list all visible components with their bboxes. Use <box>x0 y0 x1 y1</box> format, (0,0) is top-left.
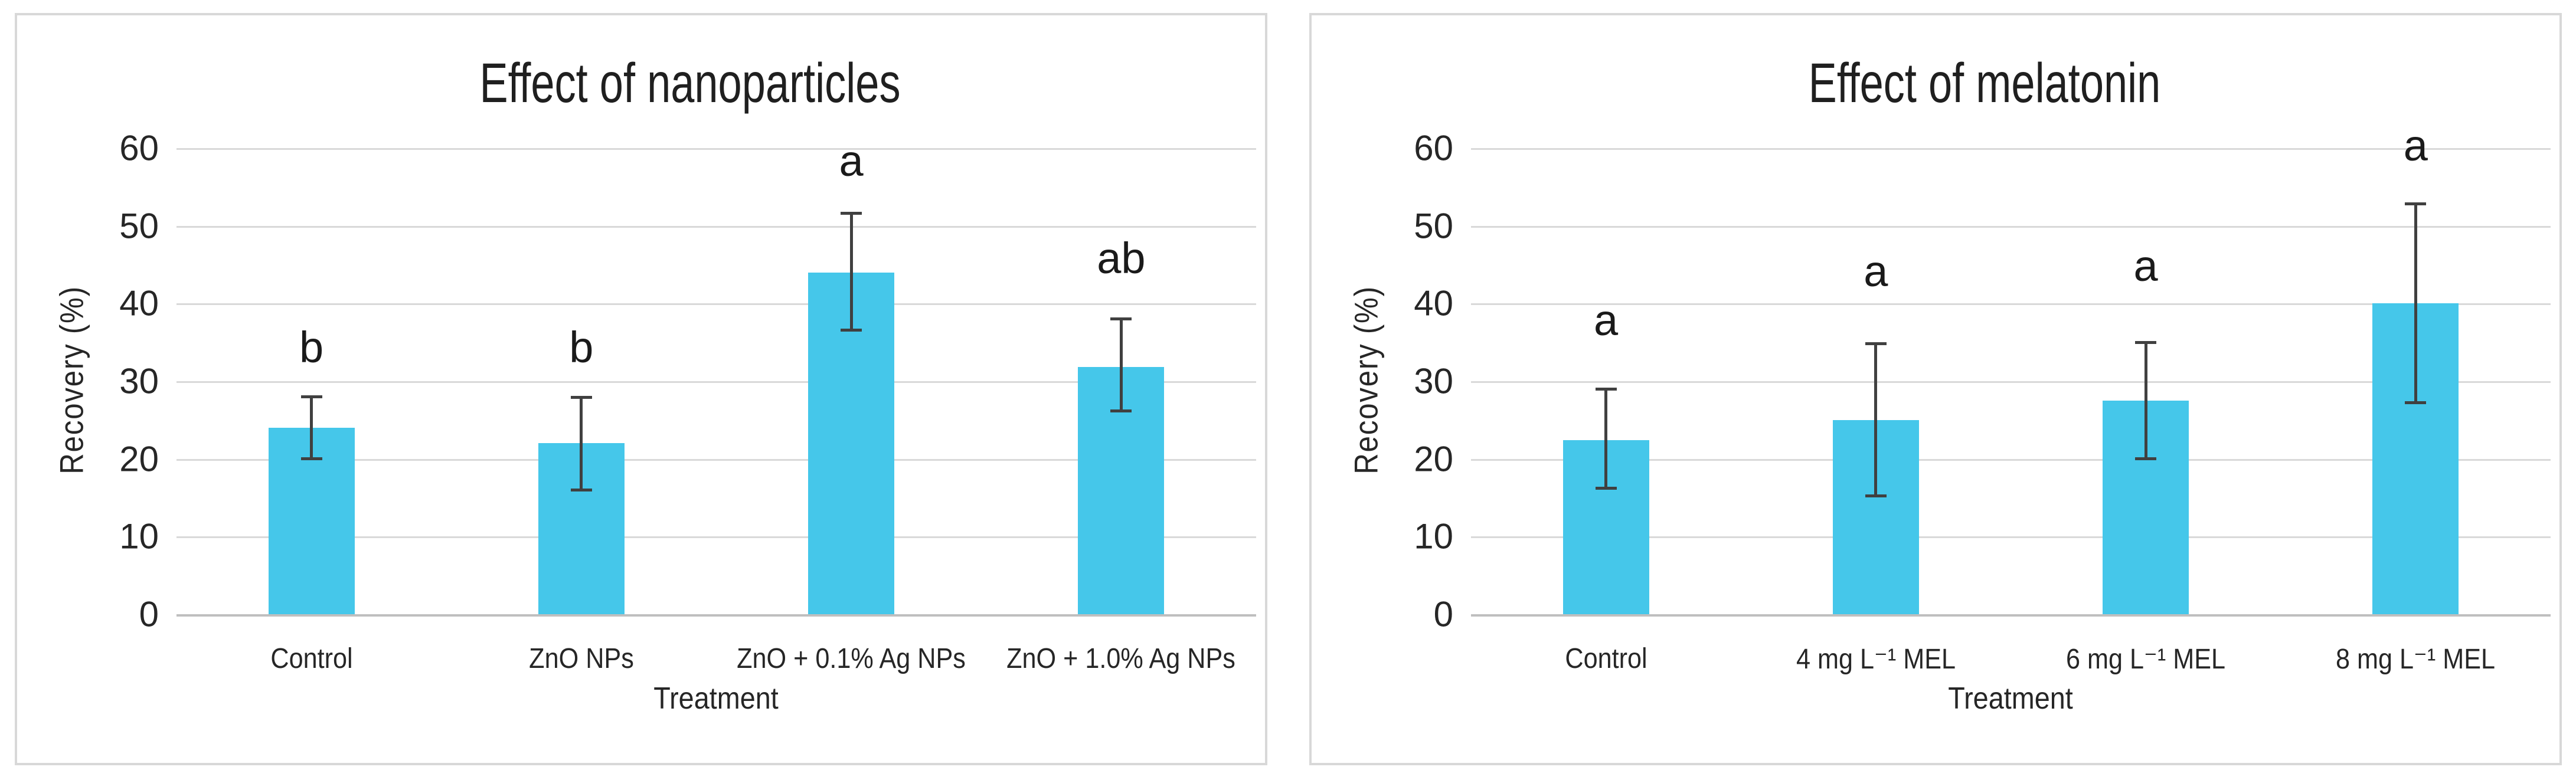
y-tick-label-10: 10 <box>1414 516 1453 556</box>
plot-area <box>176 148 1256 617</box>
x-axis-line <box>1471 614 2551 617</box>
significance-letter-1: a <box>1594 296 1619 345</box>
gridline-30 <box>1471 381 2551 383</box>
error-bar-cap-bottom-3 <box>2135 457 2157 461</box>
category-label-2: ZnO NPs <box>529 643 634 674</box>
category-label-1: Control <box>1564 643 1647 674</box>
gridline-10 <box>176 536 1256 539</box>
gridline-50 <box>176 225 1256 228</box>
error-bar-3 <box>2144 342 2147 459</box>
error-bar-3 <box>849 213 853 330</box>
x-axis-title: Treatment <box>653 681 779 716</box>
y-tick-label-60: 60 <box>1414 128 1453 168</box>
error-bar-1 <box>1604 389 1608 489</box>
error-bar-cap-top-4 <box>2405 202 2427 206</box>
category-label-3: ZnO + 0.1% Ag NPs <box>737 643 966 674</box>
chart-title: Effect of nanoparticles <box>479 52 901 114</box>
y-tick-label-40: 40 <box>1414 283 1453 323</box>
category-label-3: 6 mg L⁻¹ MEL <box>2066 644 2226 675</box>
significance-letter-2: a <box>1864 247 1888 296</box>
error-bar-cap-top-2 <box>1865 342 1887 346</box>
plot-area <box>1471 148 2551 617</box>
chart-panel-nanoparticles: Effect of nanoparticles Recovery (%) Tre… <box>15 13 1267 765</box>
error-bar-cap-bottom-2 <box>570 488 592 491</box>
significance-letter-1: b <box>299 323 324 372</box>
y-tick-label-20: 20 <box>119 439 159 479</box>
significance-letter-3: a <box>2133 241 2158 290</box>
error-bar-4 <box>2414 204 2417 403</box>
gridline-20 <box>1471 458 2551 461</box>
error-bar-cap-bottom-1 <box>1595 487 1617 490</box>
error-bar-2 <box>580 397 583 490</box>
error-bar-cap-bottom-1 <box>300 457 322 461</box>
y-tick-label-0: 0 <box>139 594 159 634</box>
error-bar-1 <box>310 396 313 459</box>
y-tick-label-40: 40 <box>119 283 159 323</box>
y-tick-label-30: 30 <box>1414 361 1453 401</box>
error-bar-cap-bottom-2 <box>1865 494 1887 498</box>
category-label-1: Control <box>270 643 353 674</box>
chart-title: Effect of melatonin <box>1808 52 2161 114</box>
y-tick-label-50: 50 <box>119 206 159 246</box>
significance-letter-4: ab <box>1097 233 1146 283</box>
error-bar-cap-top-1 <box>300 395 322 398</box>
gridline-40 <box>1471 303 2551 306</box>
y-tick-label-0: 0 <box>1433 594 1453 634</box>
category-label-4: ZnO + 1.0% Ag NPs <box>1006 643 1236 674</box>
chart-panel-melatonin: Effect of melatonin Recovery (%) Treatme… <box>1309 13 2562 765</box>
y-tick-label-30: 30 <box>119 361 159 401</box>
y-tick-label-60: 60 <box>119 128 159 168</box>
error-bar-cap-top-1 <box>1595 387 1617 391</box>
gridline-60 <box>1471 148 2551 150</box>
significance-letter-2: b <box>569 323 594 372</box>
category-label-2: 4 mg L⁻¹ MEL <box>1796 644 1956 675</box>
error-bar-4 <box>1119 319 1123 411</box>
gridline-30 <box>176 381 1256 383</box>
error-bar-cap-bottom-4 <box>1110 409 1132 412</box>
gridline-40 <box>176 303 1256 306</box>
significance-letter-4: a <box>2403 120 2428 170</box>
error-bar-cap-top-3 <box>841 212 862 215</box>
significance-letter-3: a <box>839 136 864 186</box>
error-bar-cap-bottom-4 <box>2405 401 2427 405</box>
x-axis-line <box>176 614 1256 617</box>
error-bar-cap-top-3 <box>2135 340 2157 344</box>
y-tick-label-10: 10 <box>119 516 159 556</box>
y-tick-label-20: 20 <box>1414 439 1453 479</box>
error-bar-cap-top-2 <box>570 396 592 399</box>
x-axis-title: Treatment <box>1948 681 2073 716</box>
gridline-20 <box>176 458 1256 461</box>
error-bar-cap-bottom-3 <box>841 328 862 332</box>
gridline-10 <box>1471 536 2551 539</box>
y-tick-label-50: 50 <box>1414 206 1453 246</box>
error-bar-2 <box>1874 343 1878 496</box>
gridline-60 <box>176 148 1256 150</box>
error-bar-cap-top-4 <box>1110 317 1132 321</box>
category-label-4: 8 mg L⁻¹ MEL <box>2336 644 2496 675</box>
gridline-50 <box>1471 225 2551 228</box>
